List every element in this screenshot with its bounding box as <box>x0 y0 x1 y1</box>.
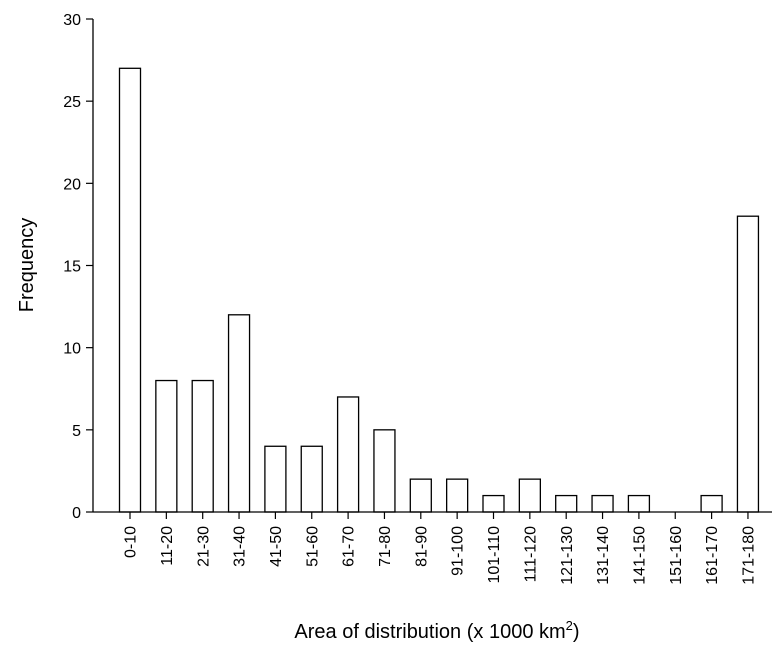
bars-group <box>118 67 760 513</box>
bar-71-80 <box>373 429 396 513</box>
x-tick-label: 81-90 <box>413 526 430 567</box>
y-tick-label: 0 <box>72 505 81 522</box>
x-tick-label: 161-170 <box>704 526 721 585</box>
x-tick-label: 61-70 <box>341 526 358 567</box>
x-axis-title-superscript: 2 <box>566 618 573 633</box>
x-tick-label: 101-110 <box>486 526 503 584</box>
y-axis-title: Frequency <box>16 218 38 313</box>
bar-101-110 <box>482 494 505 513</box>
x-tick-label: 21-30 <box>195 526 212 567</box>
x-tick-label: 121-130 <box>559 526 576 585</box>
x-axis: 0-10 11-20 21-30 31-40 41-50 51-60 61-70 71-80 8… <box>93 511 772 585</box>
x-tick-label: 131-140 <box>595 526 612 585</box>
y-tick-label: 10 <box>63 341 81 358</box>
x-axis-title: Area of distribution (x 1000 km2) <box>294 618 579 643</box>
bar-91-100 <box>445 478 469 513</box>
bar-81-90 <box>409 478 432 513</box>
x-tick-label: 111-120 <box>522 526 539 582</box>
x-tick-label: 141-150 <box>632 526 649 585</box>
bar-161-170 <box>700 494 723 513</box>
x-tick-label: 151-160 <box>668 526 685 585</box>
bar-111-120 <box>518 478 541 513</box>
bar-51-60 <box>300 445 323 513</box>
y-axis: 0 5 10 15 20 25 30 <box>63 12 94 522</box>
bar-141-150 <box>627 494 651 513</box>
x-tick-label: 71-80 <box>377 526 394 567</box>
x-tick-label: 171-180 <box>741 526 758 585</box>
y-tick-label: 15 <box>63 259 81 276</box>
bar-21-30 <box>191 379 214 513</box>
x-axis-title-text: Area of distribution (x 1000 km <box>294 621 565 643</box>
x-tick-label: 11-20 <box>159 526 176 566</box>
bar-121-130 <box>555 494 578 513</box>
y-tick-label: 5 <box>72 423 81 440</box>
x-tick-label: 91-100 <box>450 526 467 576</box>
bar-171-180 <box>736 215 760 513</box>
bar-11-20 <box>155 379 178 513</box>
bar-61-70 <box>336 396 360 513</box>
bar-31-40 <box>227 314 251 513</box>
x-tick-label: 51-60 <box>304 526 321 567</box>
x-axis-title-suffix: ) <box>573 621 580 643</box>
bar-0-10 <box>118 67 142 513</box>
x-tick-label: 31-40 <box>232 526 249 567</box>
x-tick-label: 41-50 <box>268 526 285 567</box>
bar-131-140 <box>591 494 614 513</box>
y-tick-label: 20 <box>63 176 81 193</box>
y-tick-label: 30 <box>63 12 81 29</box>
x-tick-label: 0-10 <box>123 526 140 558</box>
bar-41-50 <box>264 445 287 513</box>
y-tick-label: 25 <box>63 94 81 111</box>
